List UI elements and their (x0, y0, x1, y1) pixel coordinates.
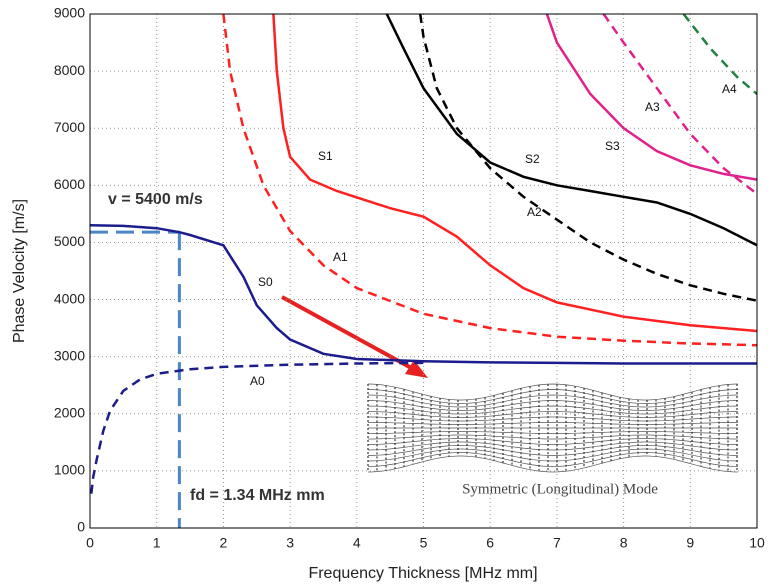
x-tick-label: 9 (686, 535, 694, 551)
arrow (281, 295, 416, 372)
y-tick-label: 0 (77, 519, 85, 535)
curve-label: A1 (333, 250, 348, 264)
plot-frame (89, 13, 758, 529)
y-tick-label: 7000 (54, 119, 85, 135)
x-axis-label: Frequency Thickness [MHz mm] (308, 565, 537, 582)
x-tick-label: 7 (553, 535, 561, 551)
dispersion-curve (272, 14, 757, 333)
mesh-line (367, 448, 739, 462)
annotation: fd = 1.34 MHz mm (190, 487, 325, 504)
mesh-line (368, 434, 738, 440)
y-tick-label: 5000 (54, 233, 85, 249)
curve-label: S2 (525, 152, 540, 166)
x-tick-label: 8 (620, 535, 628, 551)
mesh-line (368, 431, 738, 434)
curve-label: A3 (645, 100, 660, 114)
dispersion-curve (385, 14, 757, 247)
dispersion-curve (602, 14, 757, 195)
arrow-head (405, 360, 428, 378)
y-tick-label: 6000 (54, 176, 85, 192)
mode-shape-inset (367, 383, 739, 473)
mesh-line (367, 445, 739, 456)
curve-label: S0 (258, 275, 273, 289)
dispersion-curve (682, 14, 757, 95)
x-tick-label: 5 (420, 535, 428, 551)
mesh-line (367, 405, 739, 415)
y-tick-label: 9000 (54, 5, 85, 21)
curve-label: A2 (527, 205, 542, 219)
x-tick-label: 10 (749, 535, 765, 551)
mesh-line (368, 422, 738, 425)
curve-label: S1 (318, 149, 333, 163)
mesh-line (368, 438, 738, 445)
mesh-line (367, 441, 739, 451)
y-tick-label: 3000 (54, 347, 85, 363)
annotation: v = 5400 m/s (108, 191, 203, 208)
curve-label: A0 (250, 374, 265, 388)
x-tick-label: 2 (220, 535, 228, 551)
x-tick-label: 0 (86, 535, 94, 551)
y-tick-label: 8000 (54, 62, 85, 78)
mesh-line (367, 455, 739, 473)
x-tick-label: 3 (286, 535, 294, 551)
mesh-line (367, 394, 739, 408)
mesh-line (367, 383, 739, 401)
y-tick-label: 2000 (54, 404, 85, 420)
curve-label: A4 (722, 82, 737, 96)
dispersion-curve (545, 14, 757, 181)
y-tick-label: 4000 (54, 290, 85, 306)
dispersion-curve (418, 14, 757, 302)
curve-label: S3 (605, 139, 620, 153)
mesh-line (367, 400, 739, 411)
inset-caption: Symmetric (Longitudinal) Mode (462, 481, 658, 497)
dispersion-curve (90, 361, 424, 494)
mesh-line (367, 452, 739, 467)
mesh-line (368, 416, 738, 422)
x-tick-label: 6 (486, 535, 494, 551)
x-tick-label: 4 (353, 535, 361, 551)
y-axis-label: Phase Velocity [m/s] (11, 199, 28, 343)
dispersion-curve (90, 224, 757, 365)
dispersion-curve (222, 14, 757, 347)
x-tick-label: 1 (153, 535, 161, 551)
mesh-line (368, 411, 738, 418)
y-tick-label: 1000 (54, 462, 85, 478)
mesh-line (367, 389, 739, 404)
